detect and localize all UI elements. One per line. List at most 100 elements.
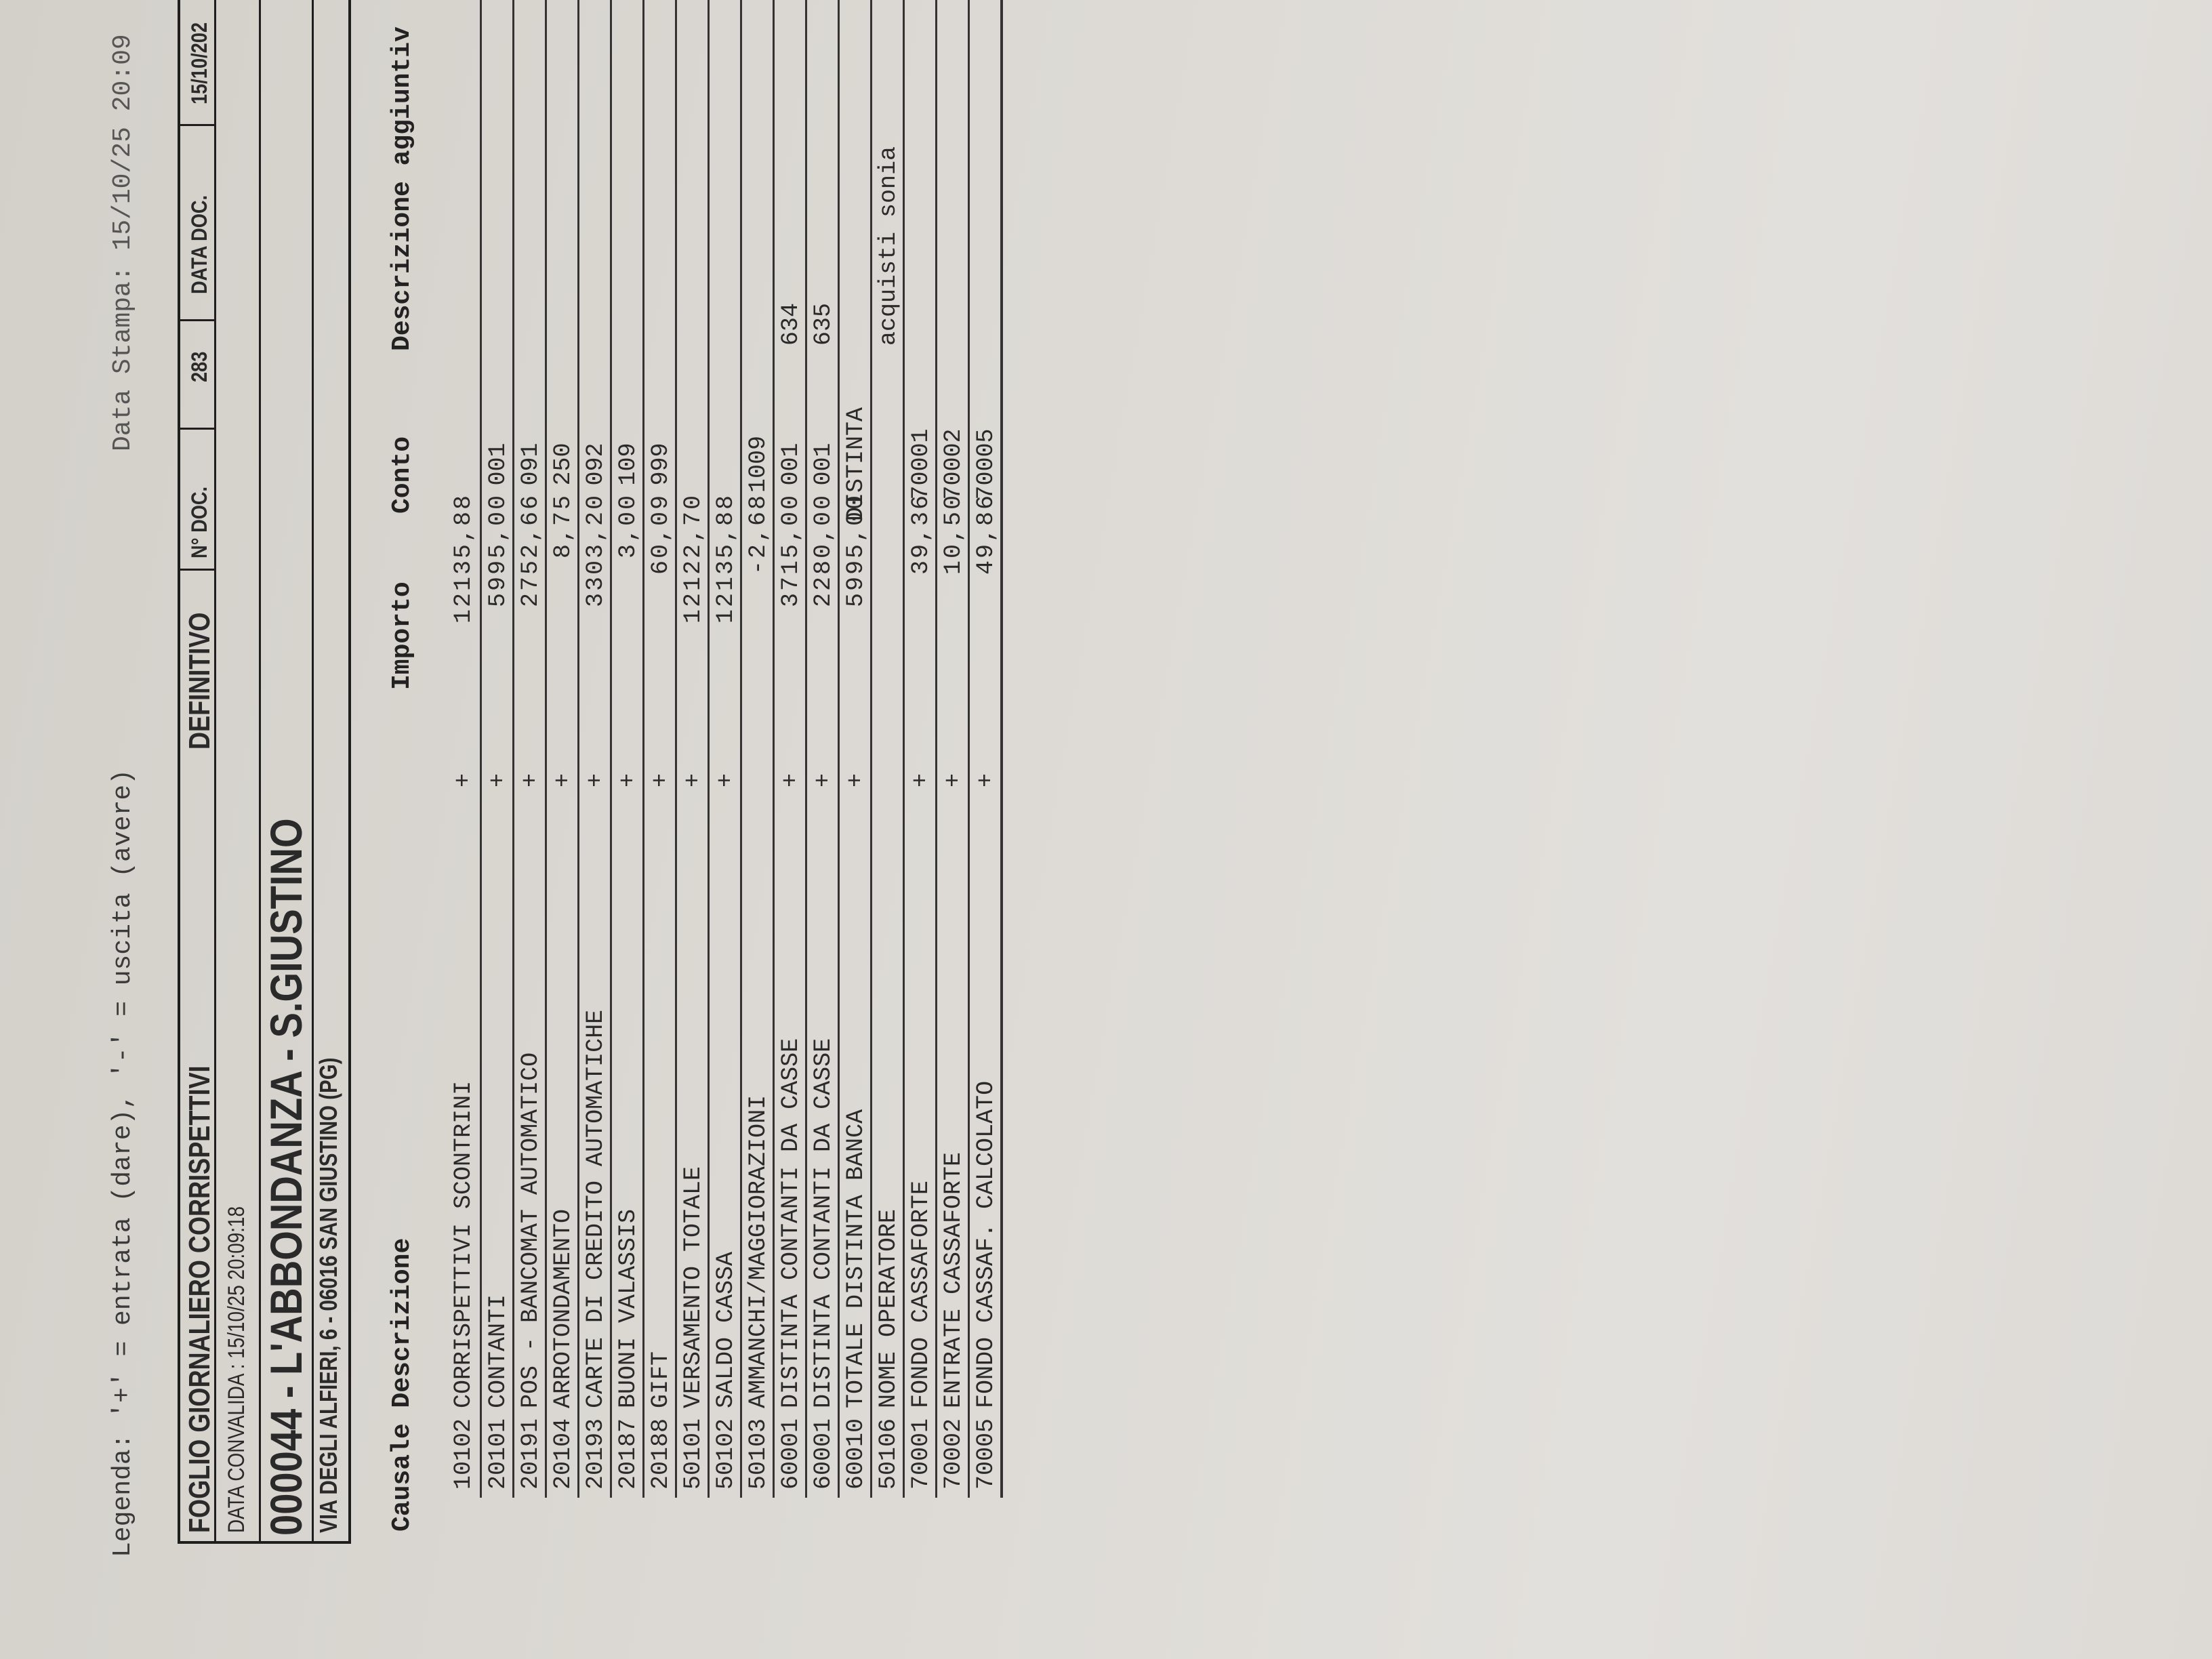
table-row: 20101 CONTANTI +5995,00 001	[480, 0, 514, 1498]
sign: +	[810, 773, 837, 787]
account: 1009	[745, 436, 772, 493]
causale-code: 50101	[680, 1418, 707, 1490]
description: VERSAMENTO TOTALE	[680, 1166, 707, 1408]
sign: +	[550, 773, 577, 787]
store-address: VIA DEGLI ALFIERI, 6 - 06016 SAN GIUSTIN…	[314, 1057, 342, 1533]
additional-description: 635	[810, 302, 837, 346]
print-date: Data Stampa: 15/10/25 20:09	[108, 34, 138, 451]
account: 109	[615, 443, 642, 486]
additional-description: 634	[777, 302, 804, 346]
column-header-importo: Importo	[388, 581, 417, 690]
amount: 12135,88	[712, 493, 739, 624]
amount: 12122,70	[680, 493, 707, 624]
table-row: 20188 GIFT +60,09 999	[642, 0, 677, 1498]
account: 001	[777, 443, 804, 486]
sign: +	[680, 773, 707, 787]
causale-code: 70002	[940, 1418, 967, 1490]
account: 70005	[972, 428, 1000, 500]
sign: +	[940, 773, 967, 787]
description: BUONI VALASSIS	[615, 1208, 642, 1408]
description: TOTALE DISTINTA BANCA	[842, 1109, 869, 1408]
store-row: 000044 - L'ABBONDANZA - S.GIUSTINO	[259, 0, 314, 1541]
column-header-causale-descrizione: Causale Descrizione	[388, 1237, 417, 1532]
doc-number-label: N° DOC.	[187, 486, 211, 558]
sign: +	[485, 773, 512, 787]
description: GIFT	[647, 1351, 674, 1408]
table-row: 60010 TOTALE DISTINTA BANCA +5995,00 DISTIN…	[838, 0, 872, 1498]
description: CORRISPETTIVI SCONTRINI	[450, 1080, 477, 1408]
causale-code: 20187	[615, 1418, 642, 1490]
causale-code: 20101	[485, 1418, 512, 1490]
description: FONDO CASSAF. CALCOLATO	[972, 1080, 1000, 1408]
table-row: 60001 DISTINTA CONTANTI DA CASSE +2280,00 0…	[805, 0, 840, 1498]
causale-code: 20193	[582, 1418, 609, 1490]
table-row: 20104 ARROTONDAMENTO +8,75 250	[545, 0, 579, 1498]
description: CONTANTI	[485, 1294, 512, 1408]
validation-row: DATA CONVALIDA : 15/10/25 20:09:18	[214, 0, 261, 1541]
description: DISTINTA CONTANTI DA CASSE	[777, 1038, 804, 1408]
divider	[180, 569, 214, 571]
table-row: 20191 POS - BANCOMAT AUTOMATICO +2752,66 09…	[512, 0, 547, 1498]
description: AMMANCHI/MAGGIORAZIONI	[745, 1094, 772, 1408]
table-row: 60001 DISTINTA CONTANTI DA CASSE +3715,00 0…	[773, 0, 807, 1498]
causale-code: 60010	[842, 1418, 869, 1490]
description: POS - BANCOMAT AUTOMATICO	[517, 1052, 544, 1408]
legend-text: Legenda: '+' = entrata (dare), '-' = usc…	[108, 769, 138, 1557]
account: 001	[810, 443, 837, 486]
causale-code: 50106	[875, 1418, 902, 1490]
sign: +	[450, 773, 477, 787]
sign: +	[615, 773, 642, 787]
account: 250	[550, 443, 577, 486]
divider	[180, 319, 214, 321]
account: 001	[485, 443, 512, 486]
table-row: 70002 ENTRATE CASSAFORTE +10,50 70002	[935, 0, 970, 1498]
causale-code: 60001	[810, 1418, 837, 1490]
description: SALDO CASSA	[712, 1251, 739, 1408]
sign: +	[647, 773, 674, 787]
causale-code: 20188	[647, 1418, 674, 1490]
divider	[180, 124, 214, 126]
table-row: 20193 CARTE DI CREDITO AUTOMATICHE +3303,2…	[577, 0, 612, 1498]
table-row: 70005 FONDO CASSAF. CALCOLATO +49,86 70005	[968, 0, 1002, 1498]
validation-date: DATA CONVALIDA : 15/10/25 20:09:18	[224, 1206, 249, 1533]
sign: +	[842, 773, 869, 787]
header-box: FOGLIO GIORNALIERO CORRISPETTIVI DEFINIT…	[178, 0, 351, 1544]
account: 70001	[907, 428, 935, 500]
description: CARTE DI CREDITO AUTOMATICHE	[582, 1009, 609, 1408]
causale-code: 70005	[972, 1418, 1000, 1490]
divider	[180, 428, 214, 430]
store-name: 000044 - L'ABBONDANZA - S.GIUSTINO	[261, 818, 311, 1536]
causale-code: 50103	[745, 1418, 772, 1490]
description: ENTRATE CASSAFORTE	[940, 1151, 967, 1408]
doc-date-label: DATA DOC.	[187, 194, 211, 294]
report-title: FOGLIO GIORNALIERO CORRISPETTIVI	[183, 1065, 216, 1533]
column-header-descrizione-aggiuntiva: Descrizione aggiuntiv	[388, 26, 417, 351]
column-header-conto: Conto	[388, 436, 417, 514]
sign: +	[517, 773, 544, 787]
table-row: 70001 FONDO CASSAFORTE +39,36 70001	[903, 0, 937, 1498]
address-row: VIA DEGLI ALFIERI, 6 - 06016 SAN GIUSTIN…	[312, 0, 346, 1541]
description: NOME OPERATORE	[875, 1208, 902, 1408]
table-row: 50103 AMMANCHI/MAGGIORAZIONI -2,68 1009	[740, 0, 775, 1498]
sign: +	[907, 773, 935, 787]
causale-code: 20191	[517, 1418, 544, 1490]
table-row: 50101 VERSAMENTO TOTALE +12122,70	[675, 0, 710, 1498]
table-row: 50106 NOME OPERATORE acquisti sonia	[870, 0, 905, 1498]
account: 092	[582, 443, 609, 486]
table-row: 10102 CORRISPETTIVI SCONTRINI +12135,88	[447, 0, 480, 1498]
causale-code: 60001	[777, 1418, 804, 1490]
status-label: DEFINITIVO	[183, 612, 216, 750]
additional-description: acquisti sonia	[875, 146, 902, 346]
sign: +	[582, 773, 609, 787]
doc-date: 15/10/202	[187, 22, 211, 104]
account: DISTINTA	[842, 407, 869, 522]
sign: +	[777, 773, 804, 787]
causale-code: 70001	[907, 1418, 935, 1490]
table-row: 20187 BUONI VALASSIS +3,00 109	[610, 0, 644, 1498]
amount: 12135,88	[450, 493, 477, 624]
description: FONDO CASSAFORTE	[907, 1180, 935, 1408]
causale-code: 50102	[712, 1418, 739, 1490]
description: DISTINTA CONTANTI DA CASSE	[810, 1038, 837, 1408]
account: 999	[647, 443, 674, 486]
